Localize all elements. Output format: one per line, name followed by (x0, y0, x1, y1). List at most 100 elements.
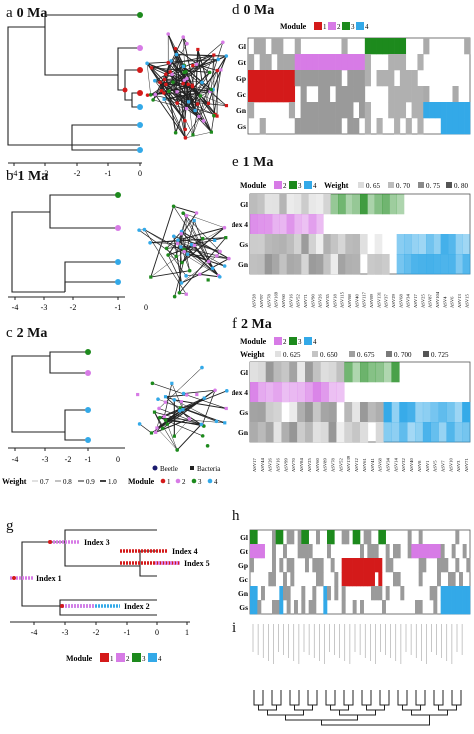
network-edge (163, 66, 184, 94)
heatmap-cell (374, 558, 379, 573)
heatmap-cell (250, 194, 258, 215)
network-node (221, 40, 225, 45)
heatmap-col-label: ASV88 (347, 294, 352, 308)
network-edge (151, 54, 214, 69)
heatmap-cell (363, 530, 368, 545)
panel-h-label: h (232, 508, 240, 524)
network-edge (184, 54, 215, 81)
heatmap-cell (345, 530, 350, 545)
heatmap-cell (259, 70, 266, 87)
network-edge (171, 383, 184, 410)
network-node (167, 89, 171, 94)
network-node (224, 103, 229, 108)
heatmap-cell (289, 402, 298, 423)
network-node (170, 72, 174, 76)
network-node (158, 80, 162, 85)
network-edge (163, 99, 186, 139)
heatmap-cell (250, 382, 259, 403)
heatmap-col-label: ASV28 (252, 294, 257, 308)
network-node (183, 118, 187, 123)
heatmap-cell (275, 600, 280, 615)
network-node (198, 94, 202, 98)
svg-text:Module: Module (128, 477, 155, 486)
network-node (195, 102, 200, 106)
network-node (207, 70, 212, 75)
network-edge (138, 229, 177, 257)
network-edge (197, 91, 211, 105)
network-node (186, 100, 191, 104)
heatmap-cell (294, 70, 301, 87)
heatmap-cell (415, 422, 424, 443)
network-edge (187, 253, 225, 267)
heatmap-col-label: ASV4 (442, 296, 447, 308)
heatmap-col-label: ASV15 (464, 294, 469, 308)
heatmap-cell (430, 422, 439, 443)
svg-text:0. 675: 0. 675 (357, 351, 375, 359)
network-edge (181, 273, 201, 284)
network-node (157, 406, 161, 411)
heatmap-row-label: Gc (239, 575, 249, 584)
heatmap-row-label: Gn (236, 106, 247, 115)
network-node (192, 218, 196, 223)
heatmap-cell (253, 38, 260, 55)
heatmap-cell (446, 118, 453, 135)
network-node (153, 78, 157, 83)
heatmap-cell (422, 422, 432, 443)
network-edge (144, 229, 219, 276)
heatmap-cell (462, 600, 467, 615)
heatmap-col-label: ASV6 (450, 296, 455, 308)
network-node (191, 63, 195, 68)
panel-c-network (136, 365, 229, 452)
heatmap-cell (452, 102, 459, 119)
heatmap-cell (359, 86, 366, 103)
heatmap-cell (388, 38, 395, 55)
svg-text:2: 2 (337, 23, 341, 31)
heatmap-cell (316, 234, 324, 255)
heatmap-cell (411, 544, 416, 559)
network-node (191, 133, 195, 137)
heatmap-cell (319, 572, 324, 587)
heatmap-cell (335, 70, 342, 87)
heatmap-cell (375, 402, 384, 423)
heatmap-cell (281, 382, 290, 403)
heatmap-cell (305, 382, 314, 403)
heatmap-cell (290, 558, 295, 573)
heatmap-cell (396, 194, 405, 215)
network-node (206, 278, 210, 282)
heatmap-cell (265, 382, 274, 403)
heatmap-cell (294, 600, 298, 615)
svg-text:2: 2 (283, 338, 287, 346)
heatmap-cell (404, 254, 412, 275)
heatmap-cell (323, 194, 331, 215)
heatmap-cell (335, 54, 342, 71)
network-node (215, 68, 220, 73)
heatmap-col-label: ASV34 (406, 294, 411, 308)
network-edge (152, 383, 227, 409)
heatmap-cell (423, 38, 430, 55)
heatmap-cell (257, 600, 262, 615)
heatmap-cell (272, 530, 276, 545)
heatmap-cell (306, 118, 313, 135)
network-node (184, 292, 188, 296)
heatmap-cell (466, 586, 471, 601)
network-node (165, 422, 169, 426)
index-4: Index 4 (172, 547, 198, 556)
heatmap-row-label: Gn (238, 260, 249, 269)
heatmap-cell (426, 254, 434, 275)
heatmap-cell (345, 254, 353, 275)
heatmap-cell (268, 572, 273, 587)
network-edge (183, 389, 216, 394)
network-edge (192, 95, 201, 135)
heatmap-cell (306, 70, 313, 87)
heatmap-cell (257, 402, 267, 423)
heatmap-cell (273, 422, 282, 443)
heatmap-cell (382, 38, 389, 55)
heatmap-cell (458, 118, 465, 135)
heatmap-col-label: ASV17 (413, 294, 418, 308)
network-node (224, 389, 229, 393)
svg-text:Weight: Weight (2, 477, 27, 486)
heatmap-col-label: ASV78 (266, 294, 271, 308)
heatmap-cell (426, 234, 434, 255)
heatmap-cell (371, 558, 375, 573)
panel-h-heatmap: Gl Gt Gp Gc Gn Gs (238, 529, 471, 664)
